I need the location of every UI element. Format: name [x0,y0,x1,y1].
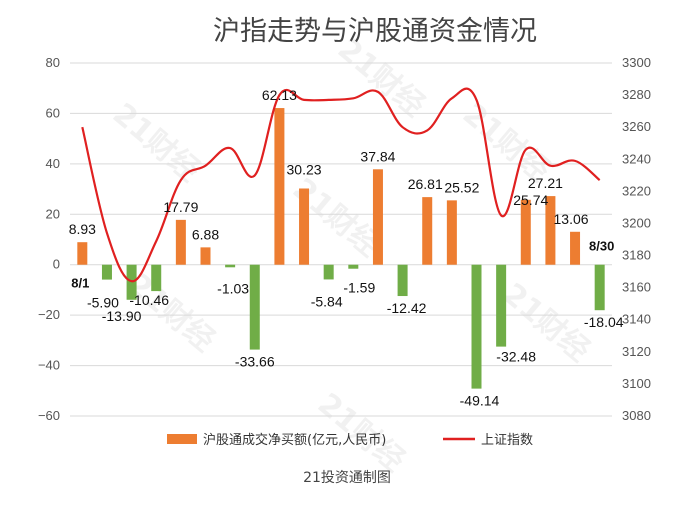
category-label-last: 8/30 [589,239,614,254]
data-label-8/15: -5.84 [311,293,343,309]
left-tick-label: 60 [46,105,60,120]
left-tick-label: 20 [46,206,60,221]
data-label-8/17: 37.84 [360,148,395,164]
right-tick-label: 3300 [622,55,651,70]
data-label-8/25: 25.74 [513,192,548,208]
right-tick-label: 3120 [622,344,651,359]
data-labels: 8.93 -5.90-13.90-10.46 17.79 6.88 -1.03 -33.6… [69,87,624,409]
data-label-8/18: -12.42 [387,300,427,316]
data-label-8/19: 26.81 [408,176,443,192]
bar-8/24 [496,264,507,347]
bar-8/15 [323,264,334,280]
left-tick-label: −60 [38,408,60,423]
bar-8/18 [397,264,408,297]
right-tick-label: 3220 [622,183,651,198]
watermark-text: 21财经 [106,97,206,189]
data-label-8/30: -18.04 [584,314,624,330]
right-tick-label: 3240 [622,151,651,166]
bar-8/23 [471,264,482,389]
data-label-8/16: -1.59 [343,280,375,296]
bar-8/19 [422,197,433,265]
data-label-8/29: 13.06 [554,211,589,227]
bar-8/1 [77,242,88,265]
data-label-8/22: 25.52 [444,179,479,195]
left-tick-label: −40 [38,358,60,373]
right-axis-ticks: 3300 3280 3260 3240 3220 3200 3180 3160 3140 3120… [622,55,651,423]
bar-8/16 [348,264,359,269]
left-tick-label: 40 [46,156,60,171]
data-label-8/10: -33.66 [235,354,275,370]
data-label-8/23: -49.14 [460,393,500,409]
bar-8/2 [101,264,112,280]
right-tick-label: 3180 [622,248,651,263]
bar-8/8 [200,247,211,265]
data-label-8/11: 62.13 [262,87,297,103]
bar-8/22 [446,200,457,265]
bar-8/17 [372,169,383,265]
chart-source: 21投资通制图 [303,470,391,486]
right-tick-label: 3200 [622,215,651,230]
bar-8/12 [299,188,310,265]
left-axis-ticks: 80 60 40 20 0 −20 −40 −60 [38,55,60,423]
data-label-8/4: -10.46 [129,292,169,308]
bar-8/25 [520,199,531,265]
data-label-8/12: 30.23 [287,161,322,177]
right-tick-label: 3260 [622,119,651,134]
legend-label-bar: 沪股通成交净买额(亿元,人民币) [203,432,386,448]
data-label-8/1: 8.93 [69,221,96,237]
data-label-8/24: -32.48 [496,349,536,365]
right-tick-label: 3280 [622,87,651,102]
legend-swatch-bar [167,434,197,444]
bar-8/9 [225,264,236,268]
data-label-8/2: -5.90 [87,295,119,311]
legend-label-line: 上证指数 [481,433,533,448]
legend: 沪股通成交净买额(亿元,人民币) 上证指数 [167,432,533,448]
bar-8/29 [570,231,581,265]
left-tick-label: 80 [46,55,60,70]
bar-8/10 [249,264,260,350]
bar-8/26 [545,196,556,265]
bar-8/4 [151,264,162,292]
line-shanghai-index [81,87,601,283]
line-series [81,87,601,283]
chart-title: 沪指走势与沪股通资金情况 [213,16,537,47]
left-tick-label: 0 [53,257,60,272]
right-tick-label: 3100 [622,376,651,391]
category-labels: 8/1 8/30 [71,239,614,291]
right-tick-label: 3080 [622,408,651,423]
data-label-8/3: -13.90 [102,308,142,324]
data-label-8/5: 17.79 [163,199,198,215]
bar-8/11 [274,108,285,265]
bar-series [77,108,605,389]
data-label-8/9: -1.03 [217,280,249,296]
data-label-8/8: 6.88 [192,226,219,242]
right-tick-label: 3140 [622,312,651,327]
data-label-8/26: 27.21 [528,175,563,191]
bar-8/5 [175,219,186,265]
right-tick-label: 3160 [622,280,651,295]
bar-8/30 [594,264,605,311]
left-tick-label: −20 [38,307,60,322]
category-label-first: 8/1 [71,276,89,291]
